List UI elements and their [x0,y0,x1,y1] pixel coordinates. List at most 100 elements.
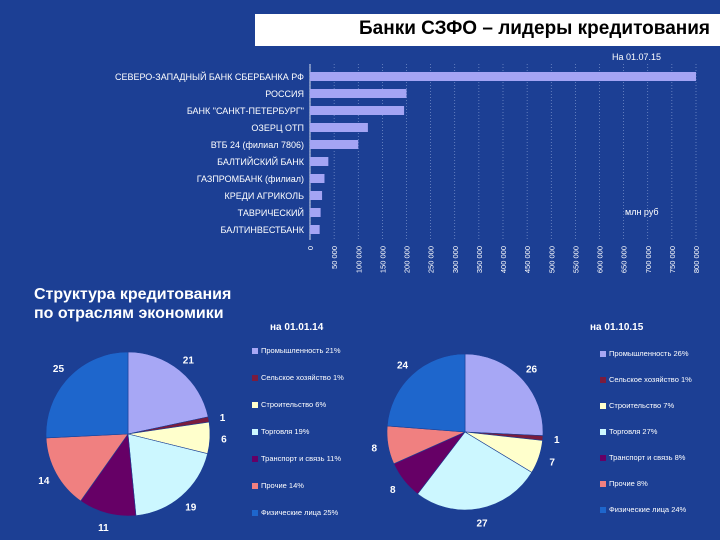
x-tick-label: 250 000 [427,246,436,273]
pie-value-label: 8 [390,485,396,496]
x-tick-label: 650 000 [620,246,629,273]
legend-swatch [252,510,258,517]
legend-swatch [252,375,258,382]
legend-item: Промышленность 26% [600,349,689,359]
pie-value-label: 7 [549,458,555,469]
pie-slice [464,353,544,436]
bar-chart-bars [310,72,696,234]
category-label: ВТБ 24 (филиал 7806) [211,140,304,150]
legend-label: Сельское хозяйство 1% [609,375,692,384]
x-tick-label: 400 000 [499,246,508,273]
legend-label: Прочие 8% [609,479,648,488]
pie-chart-2014: 21 1 6 19 11 14 25 [38,351,227,534]
x-tick-label: 150 000 [378,246,387,273]
legend-swatch [252,429,258,436]
pie-value-label: 26 [526,364,538,375]
bar [310,225,320,234]
legend-item: Строительство 6% [252,400,326,410]
pie-slice [417,431,533,511]
bar [310,191,323,200]
pie-slice [386,353,466,433]
x-tick-label: 600 000 [596,246,605,273]
pie-value-label: 25 [53,364,65,375]
bar [310,106,405,115]
legend-item: Сельское хозяйство 1% [600,375,692,385]
legend-label: Физические лица 24% [609,505,687,514]
legend-swatch [600,429,606,436]
legend-label: Строительство 6% [261,400,327,409]
bar [310,89,407,98]
pie-value-label: 14 [38,476,50,487]
title-bar: Банки СЗФО – лидеры кредитования [0,14,720,46]
legend-item: Строительство 7% [600,401,674,411]
bar [310,157,329,166]
pie-value-label: 27 [477,518,489,529]
bar [310,72,696,81]
legend-swatch [600,481,606,488]
x-tick-label: 450 000 [523,246,532,273]
legend-label: Торговля 19% [261,427,310,436]
pie-value-label: 1 [220,413,226,424]
pie2-date: на 01.10.15 [590,322,644,333]
x-tick-label: 350 000 [475,246,484,273]
legend-label: Строительство 7% [609,401,675,410]
legend-item: Физические лица 25% [252,508,338,518]
legend-item: Прочие 14% [252,481,304,491]
legend-swatch [600,377,606,384]
pie-value-label: 11 [98,523,109,534]
x-tick-label: 700 000 [644,246,653,273]
x-tick-label: 50 000 [330,246,339,269]
category-label: ОЗЕРЦ ОТП [251,123,304,133]
pie-value-label: 8 [372,444,378,455]
legend-label: Физические лица 25% [261,508,339,517]
legend-item: Промышленность 21% [252,346,341,356]
legend-label: Торговля 27% [609,427,658,436]
category-label: БАЛТИЙСКИЙ БАНК [217,156,305,167]
legend-swatch [252,402,258,409]
legend-swatch [252,483,258,490]
pie-slice [127,433,208,516]
pie1-date: на 01.01.14 [270,322,324,333]
section-heading-line1: Структура кредитования [34,286,232,303]
pie-value-label: 6 [221,435,227,446]
pie-slice [45,351,129,439]
x-tick-label: 800 000 [692,246,701,273]
x-tick-label: 550 000 [571,246,580,273]
legend-label: Сельское хозяйство 1% [261,373,344,382]
page-title: Банки СЗФО – лидеры кредитования [359,18,710,39]
legend-swatch [600,455,606,462]
bar [310,174,325,183]
bar-chart-ticks: 0 50 000 100 000 150 000 200 000 250 000 300 0… [306,246,701,273]
pie-value-label: 21 [183,355,195,366]
legend-label: Промышленность 21% [261,346,341,355]
legend-item: Транспорт и связь 8% [600,453,685,463]
legend-item: Физические лица 24% [600,505,686,515]
legend-swatch [252,348,258,355]
pie-slice [127,351,209,435]
legend-item: Сельское хозяйство 1% [252,373,344,383]
title-background [255,14,720,46]
category-label: РОССИЯ [265,89,304,99]
x-tick-label: 500 000 [547,246,556,273]
category-label: КРЕДИ АГРИКОЛЬ [224,191,304,201]
bar-chart-categories: СЕВЕРО-ЗАПАДНЫЙ БАНК СБЕРБАНКА РФ РОССИЯ Б… [115,71,305,235]
x-tick-label: 300 000 [451,246,460,273]
legend-swatch [600,403,606,410]
legend-item: Прочие 8% [600,479,648,489]
bar [310,140,359,149]
legend-item: Торговля 27% [600,427,657,437]
pie-value-label: 19 [185,503,197,514]
pie-value-label: 24 [397,360,409,371]
category-label: ТАВРИЧЕСКИЙ [238,207,304,218]
x-tick-label: 750 000 [668,246,677,273]
section-heading-line2: по отраслям экономики [34,305,224,322]
category-label: ГАЗПРОМБАНК (филиал) [197,174,304,184]
legend-label: Транспорт и связь 11% [261,454,342,463]
bar-chart-unit-label: млн руб [625,207,659,217]
legend-swatch [252,456,258,463]
category-label: БАЛТИНВЕСТБАНК [221,225,305,235]
legend-item: Транспорт и связь 11% [252,454,341,464]
category-label: СЕВЕРО-ЗАПАДНЫЙ БАНК СБЕРБАНКА РФ [115,71,304,82]
